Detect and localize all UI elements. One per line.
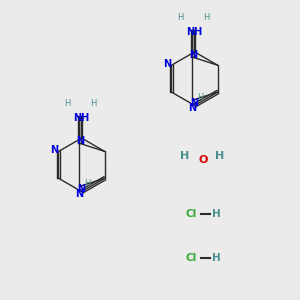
Text: N: N	[77, 184, 85, 194]
Text: N: N	[189, 50, 197, 60]
Text: H: H	[212, 209, 221, 219]
Text: N: N	[76, 136, 84, 146]
Text: H: H	[212, 254, 221, 263]
Text: H: H	[64, 99, 70, 108]
Text: H: H	[197, 93, 204, 102]
Text: N: N	[190, 98, 198, 108]
Text: H: H	[85, 179, 91, 188]
Text: H: H	[215, 151, 224, 161]
Text: N: N	[50, 145, 59, 155]
Text: H: H	[203, 13, 210, 22]
Text: Cl: Cl	[186, 254, 197, 263]
Text: NH: NH	[187, 27, 203, 37]
Text: H: H	[177, 13, 183, 22]
Text: N: N	[164, 59, 172, 69]
Text: Cl: Cl	[186, 209, 197, 219]
Text: H: H	[91, 99, 97, 108]
Text: N: N	[188, 103, 196, 113]
Text: O: O	[199, 155, 208, 165]
Text: NH: NH	[74, 113, 90, 123]
Text: N: N	[75, 189, 83, 199]
Text: H: H	[180, 151, 189, 161]
